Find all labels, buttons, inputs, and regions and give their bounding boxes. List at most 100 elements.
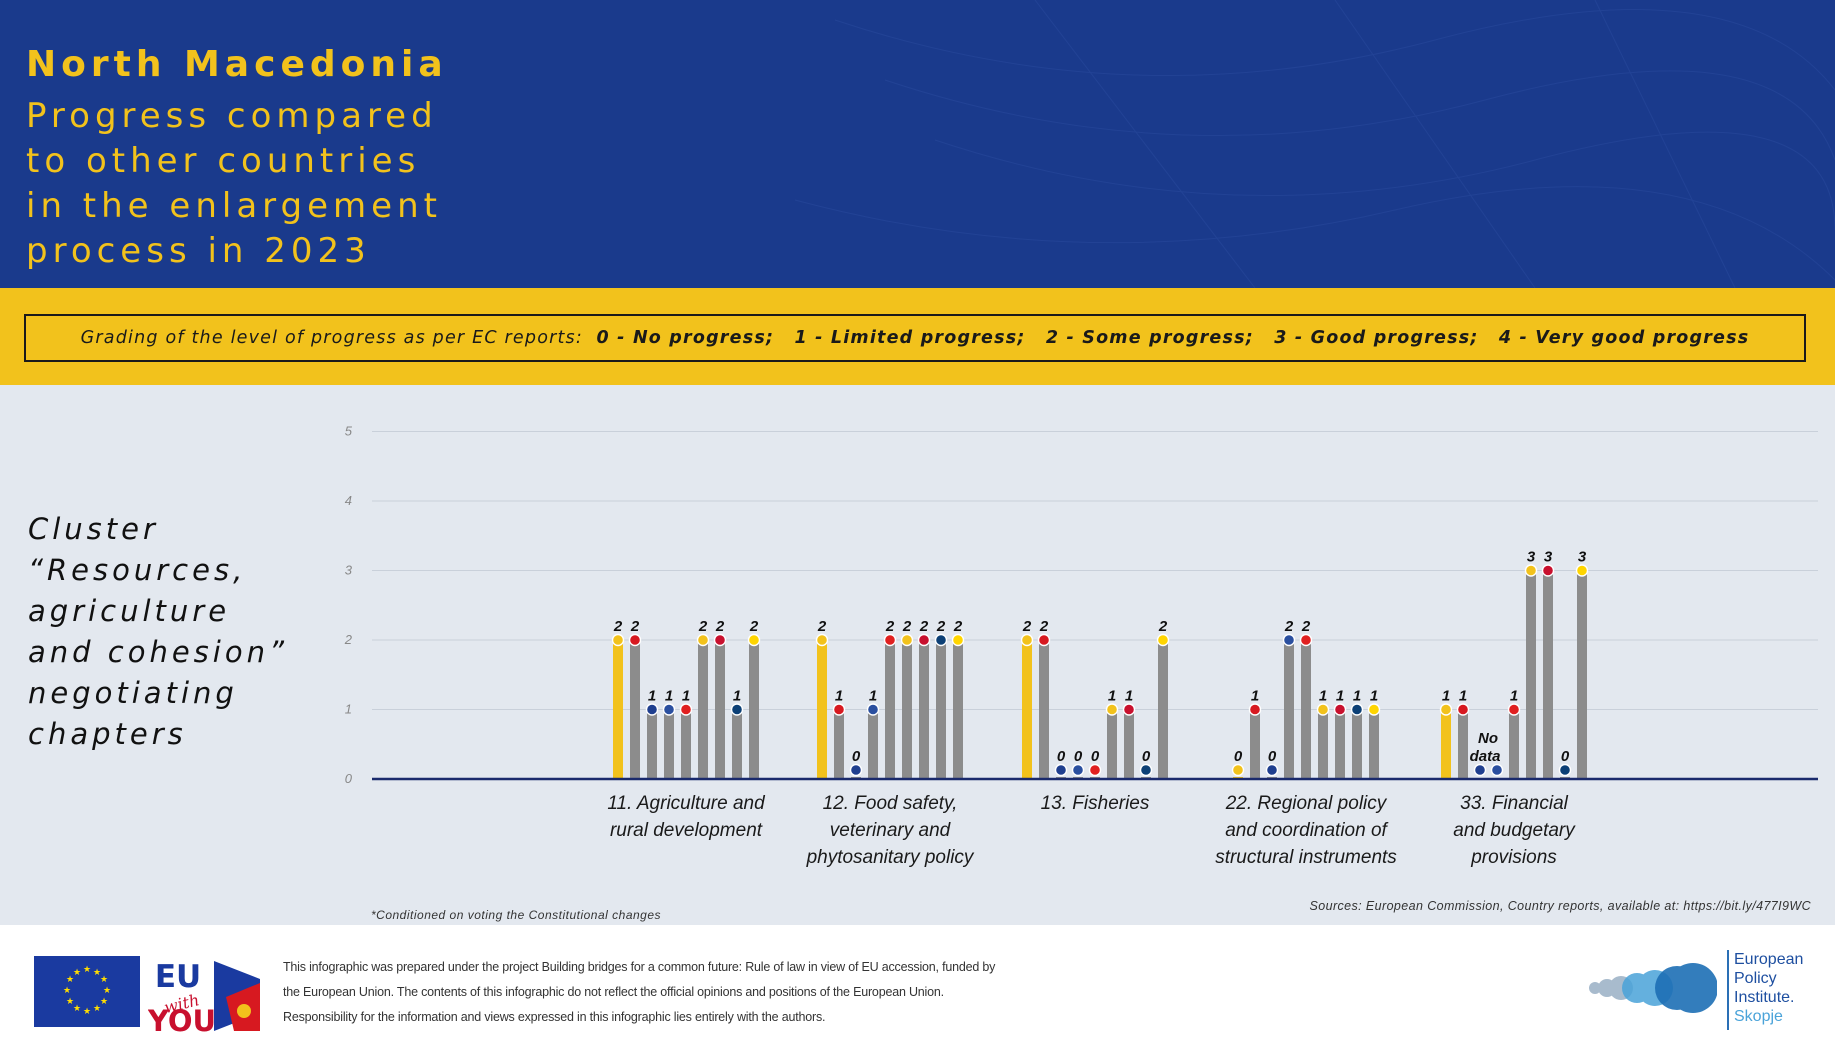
north-macedonia-flag-icon xyxy=(815,633,829,647)
bar xyxy=(630,640,640,779)
data-label: 2 xyxy=(936,618,946,635)
data-label: 2 xyxy=(919,618,929,635)
montenegro-flag-icon xyxy=(1333,703,1347,716)
bosnia-flag-icon xyxy=(645,703,659,716)
subtitle-line-2: to other countries xyxy=(26,141,421,181)
eu-flag-icon: ★ ★★★ ★★★★ ★★★★ xyxy=(34,956,140,1027)
header: North Macedonia Progress compared to oth… xyxy=(0,0,1835,288)
grading-level-3: 3 - Good progress; xyxy=(1274,328,1479,348)
data-label: 2 xyxy=(817,618,827,635)
data-label: 1 xyxy=(835,688,843,705)
kosovo-flag-icon xyxy=(1490,763,1504,777)
data-label: 0 xyxy=(1074,748,1083,765)
bosnia-flag-icon xyxy=(1473,763,1487,777)
data-label: 2 xyxy=(749,618,759,635)
svg-text:★: ★ xyxy=(93,968,101,978)
epi-line-4: Skopje xyxy=(1734,1008,1783,1025)
data-label: 2 xyxy=(953,618,963,635)
bar xyxy=(885,640,895,779)
data-label: 1 xyxy=(1510,688,1518,705)
montenegro-flag-icon xyxy=(713,633,727,647)
bar xyxy=(1335,709,1345,779)
subtitle-line-1: Progress compared xyxy=(26,96,438,136)
category-label: 13. Fisheries xyxy=(1041,793,1150,814)
grading-level-1: 1 - Limited progress; xyxy=(794,328,1026,348)
data-label: 2 xyxy=(613,618,623,635)
epi-divider xyxy=(1727,950,1729,1030)
bar xyxy=(919,640,929,779)
kosovo-flag-icon xyxy=(866,703,880,716)
albania-flag-icon xyxy=(832,703,846,716)
bar xyxy=(613,640,623,779)
bar xyxy=(1526,570,1536,779)
bar xyxy=(1458,709,1468,779)
data-label: 1 xyxy=(1442,688,1450,705)
data-label: 2 xyxy=(1022,618,1032,635)
epi-wave-logo-icon xyxy=(1589,963,1717,1013)
category-label: 33. Financial xyxy=(1460,793,1569,814)
serbia-flag-icon xyxy=(1139,763,1153,777)
bar xyxy=(817,640,827,779)
bar xyxy=(1022,640,1032,779)
data-label: 0 xyxy=(1561,748,1570,765)
cluster-line-2: “Resources, xyxy=(28,553,247,587)
georgia-flag-icon xyxy=(679,703,693,716)
bar xyxy=(1250,709,1260,779)
eu-with-you-line1: EU xyxy=(155,959,201,995)
svg-text:★: ★ xyxy=(83,1007,91,1017)
subtitle-line-3: in the enlargement xyxy=(26,186,442,226)
data-label: 3 xyxy=(1578,549,1587,566)
cluster-line-6: chapters xyxy=(28,717,187,751)
data-label: 3 xyxy=(1544,549,1553,566)
epi-line-1: European xyxy=(1734,951,1804,968)
footnote: *Conditioned on voting the Constitutiona… xyxy=(371,908,662,922)
category-label: 12. Food safety, xyxy=(823,793,958,814)
data-label: 2 xyxy=(902,618,912,635)
north-macedonia-flag-icon xyxy=(611,633,625,647)
north-macedonia-flag-icon xyxy=(1439,703,1453,716)
category-label: 22. Regional policy xyxy=(1225,793,1388,814)
svg-text:★: ★ xyxy=(73,968,81,978)
data-label: 1 xyxy=(1353,688,1361,705)
footer: ★ ★ ★ ★ ★ ★ ★ ★ ★ ★ ★ ★ EU with YOU This infograp… xyxy=(0,925,1835,1058)
y-tick-label: 3 xyxy=(345,563,353,578)
bar xyxy=(732,709,742,779)
data-label: 0 xyxy=(1091,748,1100,765)
data-label: 1 xyxy=(665,688,673,705)
svg-text:★: ★ xyxy=(100,997,108,1007)
moldova-flag-icon xyxy=(900,633,914,647)
data-label: No xyxy=(1478,730,1498,747)
data-label: 3 xyxy=(1527,549,1536,566)
north-macedonia-flag-icon xyxy=(1020,633,1034,647)
bosnia-flag-icon xyxy=(849,763,863,777)
epi-name: European Policy Institute. Skopje xyxy=(1734,950,1803,1026)
grading-legend: Grading of the level of progress as per … xyxy=(24,314,1806,362)
data-label: 2 xyxy=(630,618,640,635)
disclaimer-text: This infographic was prepared under the … xyxy=(283,960,996,1024)
data-label: 0 xyxy=(1268,748,1277,765)
serbia-flag-icon xyxy=(1558,763,1572,777)
y-tick-label: 5 xyxy=(345,424,353,439)
category-label: phytosanitary policy xyxy=(806,847,975,868)
y-tick-label: 1 xyxy=(345,702,352,717)
grading-intro: Grading of the level of progress as per … xyxy=(80,328,583,348)
georgia-flag-icon xyxy=(883,633,897,647)
georgia-flag-icon xyxy=(1299,633,1313,647)
sources-note: Sources: European Commission, Country re… xyxy=(1309,899,1811,913)
data-label: 0 xyxy=(852,748,861,765)
data-label: 1 xyxy=(682,688,690,705)
bar xyxy=(1107,709,1117,779)
data-label: 1 xyxy=(733,688,741,705)
svg-text:★: ★ xyxy=(100,975,108,985)
ukraine-flag-icon xyxy=(747,633,761,647)
data-label: 2 xyxy=(1039,618,1049,635)
bar xyxy=(664,709,674,779)
bar xyxy=(749,640,759,779)
data-label: 1 xyxy=(1108,688,1116,705)
bar xyxy=(681,709,691,779)
y-tick-label: 0 xyxy=(345,771,353,786)
cluster-line-1: Cluster xyxy=(28,512,159,546)
bar xyxy=(698,640,708,779)
moldova-flag-icon xyxy=(1524,564,1538,577)
data-label: 1 xyxy=(648,688,656,705)
